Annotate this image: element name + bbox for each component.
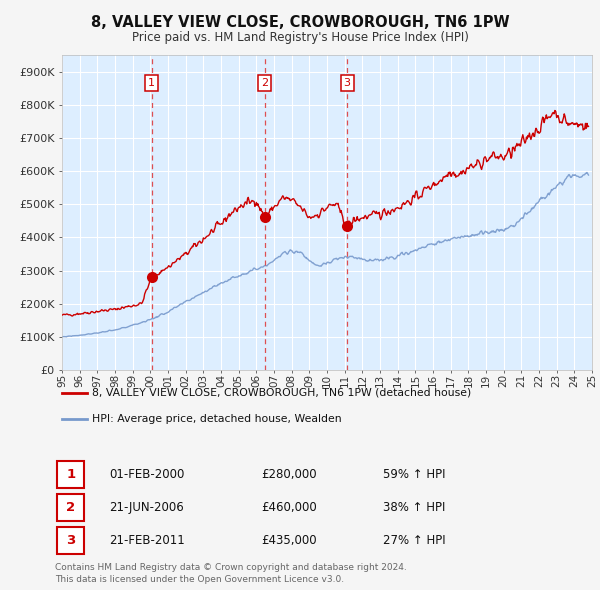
Text: 3: 3 xyxy=(344,78,350,88)
Bar xyxy=(58,527,85,554)
Text: Price paid vs. HM Land Registry's House Price Index (HPI): Price paid vs. HM Land Registry's House … xyxy=(131,31,469,44)
Text: 1: 1 xyxy=(148,78,155,88)
Text: 21-FEB-2011: 21-FEB-2011 xyxy=(109,534,185,547)
Bar xyxy=(58,461,85,488)
Text: 2: 2 xyxy=(261,78,268,88)
Text: £460,000: £460,000 xyxy=(261,501,317,514)
Text: 59% ↑ HPI: 59% ↑ HPI xyxy=(383,468,446,481)
Text: 38% ↑ HPI: 38% ↑ HPI xyxy=(383,501,446,514)
Text: 3: 3 xyxy=(66,534,76,547)
Text: £280,000: £280,000 xyxy=(261,468,316,481)
Bar xyxy=(58,494,85,521)
Text: £435,000: £435,000 xyxy=(261,534,316,547)
Text: HPI: Average price, detached house, Wealden: HPI: Average price, detached house, Weal… xyxy=(92,414,341,424)
Text: 8, VALLEY VIEW CLOSE, CROWBOROUGH, TN6 1PW: 8, VALLEY VIEW CLOSE, CROWBOROUGH, TN6 1… xyxy=(91,15,509,30)
Text: 1: 1 xyxy=(67,468,76,481)
Text: Contains HM Land Registry data © Crown copyright and database right 2024.
This d: Contains HM Land Registry data © Crown c… xyxy=(55,563,407,584)
Text: 27% ↑ HPI: 27% ↑ HPI xyxy=(383,534,446,547)
Text: 21-JUN-2006: 21-JUN-2006 xyxy=(109,501,184,514)
Text: 8, VALLEY VIEW CLOSE, CROWBOROUGH, TN6 1PW (detached house): 8, VALLEY VIEW CLOSE, CROWBOROUGH, TN6 1… xyxy=(92,388,471,398)
Text: 2: 2 xyxy=(67,501,76,514)
Text: 01-FEB-2000: 01-FEB-2000 xyxy=(109,468,184,481)
